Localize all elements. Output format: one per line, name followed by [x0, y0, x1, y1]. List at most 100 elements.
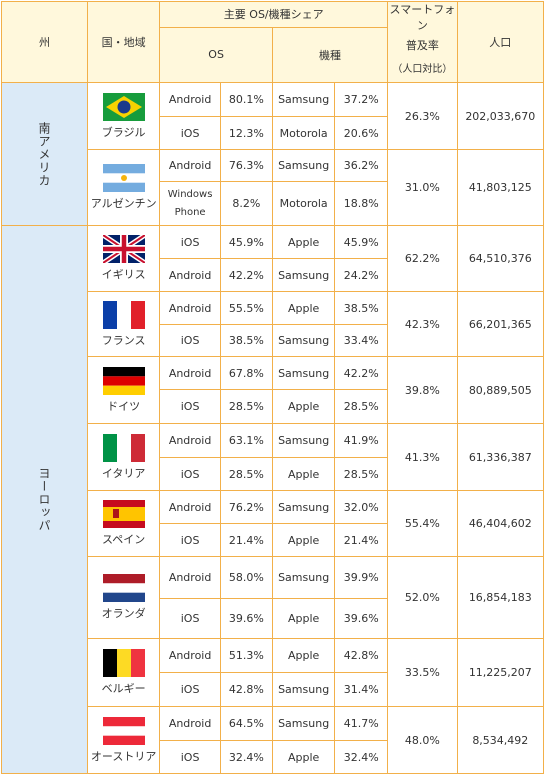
os-share: 58.0% [219, 556, 273, 599]
flag-stripe [102, 182, 145, 192]
os-share: 76.3% [219, 149, 273, 182]
flag-stripe [102, 433, 117, 462]
model-name: Samsung [271, 672, 336, 707]
flag-stripe [116, 433, 131, 462]
country: ドイツ [86, 356, 161, 424]
flag-stripe [102, 583, 145, 593]
country-name: イタリア [101, 466, 146, 480]
os-share: 80.1% [219, 82, 273, 117]
country-name: ドイツ [107, 399, 141, 413]
model-share: 32.0% [334, 490, 389, 524]
os-share: 67.8% [219, 356, 273, 390]
os-share: 39.6% [219, 598, 273, 639]
flag-stripe [102, 366, 145, 376]
population: 8,534,492 [456, 706, 544, 774]
flag-stripe [102, 385, 145, 395]
flag-stripe [102, 735, 145, 745]
os-share: 12.3% [219, 116, 273, 150]
model-name: Samsung [271, 356, 336, 390]
model-share: 38.5% [334, 291, 389, 325]
model-share: 42.8% [334, 638, 389, 673]
data-row: iOS 39.6% Apple 39.6% [2, 598, 544, 639]
flag-emblem [112, 509, 119, 518]
model-share: 39.9% [334, 556, 389, 599]
header-population: 人口 [456, 1, 544, 83]
penetration: 26.3% [387, 82, 458, 150]
os-share: 8.2% [219, 181, 273, 226]
population: 80,889,505 [456, 356, 544, 424]
flag-stripe [102, 649, 117, 677]
flag-cross-red [102, 235, 145, 263]
os-share: 42.2% [219, 258, 273, 292]
country-name: スペイン [102, 533, 146, 546]
flag [102, 433, 145, 462]
penetration: 52.0% [387, 556, 458, 639]
os-name: Android [159, 149, 221, 182]
header-region: 州 [1, 1, 88, 83]
model-name: Samsung [271, 490, 336, 524]
os-name: iOS [159, 740, 221, 774]
header-share: 主要 OS/機種シェア [159, 1, 389, 28]
flag-stripe [102, 725, 145, 736]
os-share: 55.5% [219, 291, 273, 325]
flag [102, 235, 145, 263]
country-name: ブラジル [101, 125, 146, 139]
model-share: 37.2% [334, 82, 389, 117]
country: イタリア [86, 423, 161, 491]
region: ヨーロッパ [1, 225, 88, 774]
data-row: オランダ Android 58.0% Samsung 39.9% 52.0% 16,854,… [2, 556, 544, 639]
flag [102, 574, 145, 602]
os-name: iOS [159, 457, 221, 491]
header-penetration-line: 普及率 [405, 39, 439, 52]
os-name: Android [159, 291, 221, 325]
os-name: Android [159, 556, 221, 599]
model-share: 41.7% [334, 706, 389, 741]
os-share: 76.2% [219, 490, 273, 524]
flag [102, 366, 145, 395]
population: 16,854,183 [456, 556, 544, 639]
os-share: 21.4% [219, 523, 273, 557]
model-share: 36.2% [334, 149, 389, 182]
penetration: 41.3% [387, 423, 458, 491]
os-name: iOS [159, 225, 221, 259]
data-row: ベルギー Android 51.3% Apple 42.8% 33.5% 11,225,20… [2, 638, 544, 707]
penetration: 33.5% [387, 638, 458, 707]
os-share: 51.3% [219, 638, 273, 673]
model-name: Samsung [271, 423, 336, 458]
flag-stripe [130, 433, 145, 462]
model-share: 33.4% [334, 324, 389, 357]
flag-stripe [130, 300, 145, 329]
data-row: スペイン Android 76.2% Samsung 32.0% 55.4% 46,404,… [2, 490, 544, 557]
model-name: Samsung [271, 556, 336, 599]
model-name: Apple [271, 523, 336, 557]
population: 46,404,602 [456, 490, 544, 557]
header-os: OS [159, 26, 273, 84]
penetration: 62.2% [387, 225, 458, 292]
flag-stripe [130, 649, 145, 677]
os-share: 28.5% [219, 457, 273, 491]
data-row: iOS 42.8% Samsung 31.4% [2, 672, 544, 707]
country: アルゼンチン [86, 149, 161, 226]
data-row: iOS 32.4% Apple 32.4% [2, 740, 544, 774]
model-name: Apple [271, 389, 336, 424]
model-share: 18.8% [334, 181, 389, 226]
os-share: 63.1% [219, 423, 273, 458]
region: 南アメリカ [1, 82, 88, 226]
flag-stripe [116, 300, 131, 329]
model-name: Samsung [271, 258, 336, 292]
country: オーストリア [86, 706, 161, 774]
population: 11,225,207 [456, 638, 544, 707]
flag-stripe [102, 300, 117, 329]
country-name: オーストリア [90, 749, 157, 763]
population: 66,201,365 [456, 291, 544, 357]
header-penetration-line: （人口対比） [392, 64, 453, 75]
model-name: Samsung [271, 324, 336, 357]
model-share: 39.6% [334, 598, 389, 639]
model-name: Apple [271, 598, 336, 639]
country: ブラジル [86, 82, 161, 150]
os-name: Android [159, 82, 221, 117]
flag-stripe [102, 574, 145, 584]
model-name: Apple [271, 638, 336, 673]
header-model: 機種 [271, 26, 389, 84]
